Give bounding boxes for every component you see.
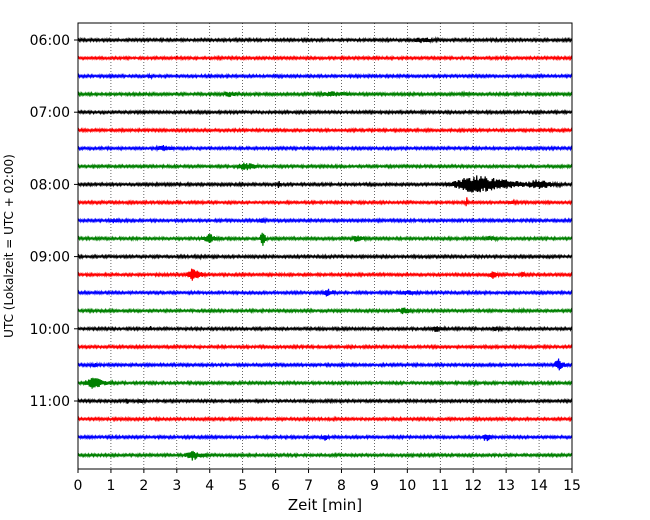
x-tick-label: 0 [74,478,83,494]
x-tick-label: 10 [398,478,416,494]
trace-0945 [77,307,573,315]
y-axis-label: UTC (Lokalzeit = UTC + 02:00) [2,154,16,338]
x-axis-label: Zeit [min] [288,496,362,514]
y-axis-ticks: 06:00 07:00 08:00 09:00 10:00 11:00 [30,33,78,410]
y-tick-label: 08:00 [30,177,70,193]
x-tick-label: 2 [139,478,148,494]
x-tick-label: 6 [271,478,280,494]
trace-0915 [77,268,573,281]
trace-1145 [77,450,573,461]
x-tick-label: 5 [238,478,247,494]
x-tick-label: 3 [172,478,181,494]
trace-0815 [77,197,573,207]
y-tick-label: 09:00 [30,250,70,266]
x-tick-label: 13 [497,478,515,494]
trace-0600 [77,36,573,44]
trace-0800 [77,175,573,193]
trace-0715 [77,126,573,134]
y-tick-label: 07:00 [30,105,70,121]
x-grid-lines [110,23,540,469]
trace-0830 [77,216,573,225]
y-tick-label: 11:00 [30,394,70,410]
trace-0745 [77,162,573,171]
x-tick-label: 14 [530,478,548,494]
x-tick-label: 8 [337,478,346,494]
x-tick-label: 11 [431,478,449,494]
plot-frame [77,22,573,470]
trace-0615 [77,54,573,62]
trace-1115 [77,415,573,423]
trace-0645 [77,90,573,99]
x-tick-label: 7 [304,478,313,494]
trace-1000 [77,325,573,333]
x-tick-label: 12 [464,478,482,494]
x-tick-label: 4 [205,478,214,494]
trace-0630 [77,72,573,81]
trace-0845 [77,232,573,246]
y-tick-label: 06:00 [30,33,70,49]
trace-1130 [77,433,573,442]
y-tick-label: 10:00 [30,322,70,338]
trace-0900 [77,253,573,261]
x-tick-label: 15 [563,478,581,494]
x-axis-ticks: 0 1 2 3 4 5 6 7 8 9 10 11 12 13 14 15 [74,469,581,494]
trace-1100 [77,397,573,405]
trace-1030 [77,358,573,371]
x-tick-label: 1 [106,478,115,494]
trace-0930 [77,288,573,297]
seismic-traces [77,36,573,461]
trace-0730 [77,144,573,153]
x-tick-label: 9 [370,478,379,494]
trace-1045 [77,377,573,389]
trace-0700 [77,108,573,116]
trace-1015 [77,343,573,351]
